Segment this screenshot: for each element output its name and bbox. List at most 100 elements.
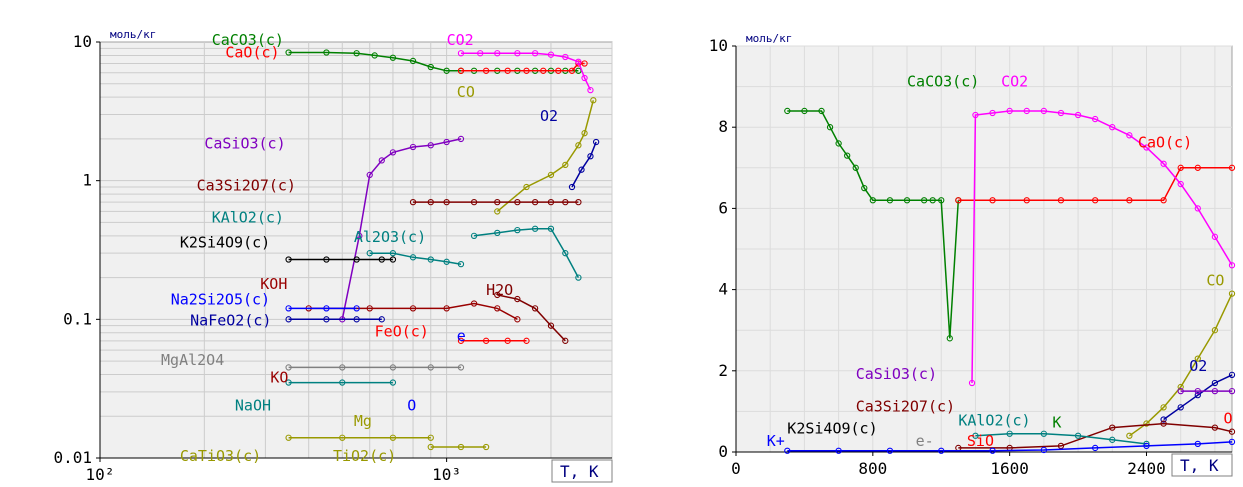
- data-point: [1177, 180, 1184, 188]
- series-label: CaCO3(c): [907, 73, 979, 91]
- series-label: CaTiO3(c): [180, 447, 261, 465]
- series-kalo2-c-: [972, 430, 1150, 448]
- data-point: [1006, 107, 1013, 115]
- data-point: [494, 305, 501, 312]
- data-point: [409, 254, 417, 261]
- series-label: CaSiO3(c): [856, 365, 937, 383]
- data-point: [575, 58, 582, 65]
- data-point: [1228, 438, 1236, 445]
- data-point: [1228, 164, 1236, 171]
- series-line: [497, 294, 566, 342]
- data-point: [1228, 428, 1236, 435]
- series-line: [461, 62, 585, 72]
- series-feo-c-: [457, 337, 530, 344]
- data-point: [1228, 371, 1236, 379]
- data-point: [366, 250, 373, 257]
- data-point: [427, 434, 434, 441]
- data-point: [861, 184, 868, 192]
- series-label: KOH: [260, 275, 287, 293]
- data-point: [1040, 430, 1048, 437]
- data-point: [427, 63, 434, 71]
- series-label: CO2: [447, 31, 474, 49]
- data-point: [1126, 132, 1133, 139]
- series-label: K2Si4O9(c): [180, 233, 270, 251]
- series-line: [341, 138, 462, 320]
- series-label: FeO(c): [375, 323, 429, 341]
- data-point: [1177, 404, 1184, 411]
- series-ca3si2o7-c-: [409, 198, 582, 206]
- series-kalo2-c-: [470, 225, 582, 281]
- data-point: [1228, 262, 1236, 269]
- series-k2si4o9-c-: [285, 256, 397, 263]
- data-point: [514, 50, 521, 57]
- series-label: Al2O3(c): [354, 228, 426, 246]
- chart-panel-right: 0 2 4 6 8 10 0 800 1600 2400 моль/кг T, K CaCO3(c) CO…: [632, 0, 1243, 487]
- data-point: [801, 107, 808, 115]
- y-tick-label: 0.01: [53, 448, 92, 467]
- series-o2: [1160, 371, 1236, 423]
- data-point: [1194, 205, 1201, 212]
- series-o2: [568, 138, 600, 191]
- series-line: [308, 302, 518, 320]
- series-label: CO2: [1001, 73, 1028, 91]
- data-point: [523, 67, 530, 74]
- data-point: [323, 256, 330, 263]
- y-tick-label: 10: [73, 32, 92, 51]
- series-label: KAlO2(c): [958, 412, 1030, 430]
- series-label: NaOH: [235, 397, 271, 415]
- series-label: Mg: [354, 412, 372, 430]
- series-co2: [457, 50, 594, 94]
- data-point: [562, 161, 569, 169]
- data-point: [1057, 442, 1065, 450]
- data-point: [1211, 379, 1219, 387]
- data-point: [470, 232, 478, 239]
- data-point: [1126, 197, 1133, 204]
- data-point: [1177, 383, 1184, 391]
- data-point: [1177, 387, 1184, 395]
- series-label: K+: [767, 432, 785, 450]
- data-point: [938, 447, 945, 454]
- data-point: [285, 256, 292, 263]
- y-axis-label: моль/кг: [746, 32, 792, 45]
- data-point: [389, 256, 397, 263]
- data-point: [968, 379, 976, 387]
- series-label: KO: [270, 369, 288, 387]
- data-point: [1143, 420, 1150, 427]
- data-point: [903, 197, 911, 204]
- series-label: K: [1052, 414, 1061, 432]
- data-point: [427, 364, 434, 371]
- data-point: [285, 316, 292, 323]
- data-point: [409, 57, 417, 65]
- data-point: [562, 250, 569, 257]
- data-point: [482, 67, 490, 74]
- data-point: [353, 256, 360, 263]
- data-point: [389, 379, 397, 386]
- data-point: [1160, 404, 1167, 411]
- data-point: [443, 138, 450, 146]
- data-point: [494, 291, 501, 299]
- y-tick-label: 6: [718, 198, 728, 217]
- series-label: SiO: [967, 432, 994, 450]
- series-label: Na2Si2O5(c): [171, 290, 270, 308]
- data-point: [339, 434, 346, 441]
- data-point: [457, 50, 465, 57]
- data-point: [1160, 416, 1167, 423]
- data-point: [494, 50, 501, 57]
- data-point: [547, 198, 555, 206]
- data-point: [1211, 424, 1219, 431]
- data-point: [443, 258, 450, 265]
- data-point: [378, 157, 385, 164]
- data-point: [1194, 392, 1201, 399]
- data-point: [562, 53, 569, 61]
- data-point: [1109, 124, 1116, 131]
- series-line: [958, 422, 1233, 449]
- data-point: [1160, 197, 1167, 204]
- data-point: [826, 124, 834, 131]
- data-point: [938, 197, 945, 204]
- y-tick-label: 0: [718, 442, 728, 461]
- data-point: [443, 67, 450, 74]
- series-label: Ca3Si2O7(c): [856, 397, 955, 415]
- x-tick-label: 10²: [86, 465, 115, 484]
- data-point: [1092, 444, 1099, 452]
- series-co2: [968, 107, 1236, 387]
